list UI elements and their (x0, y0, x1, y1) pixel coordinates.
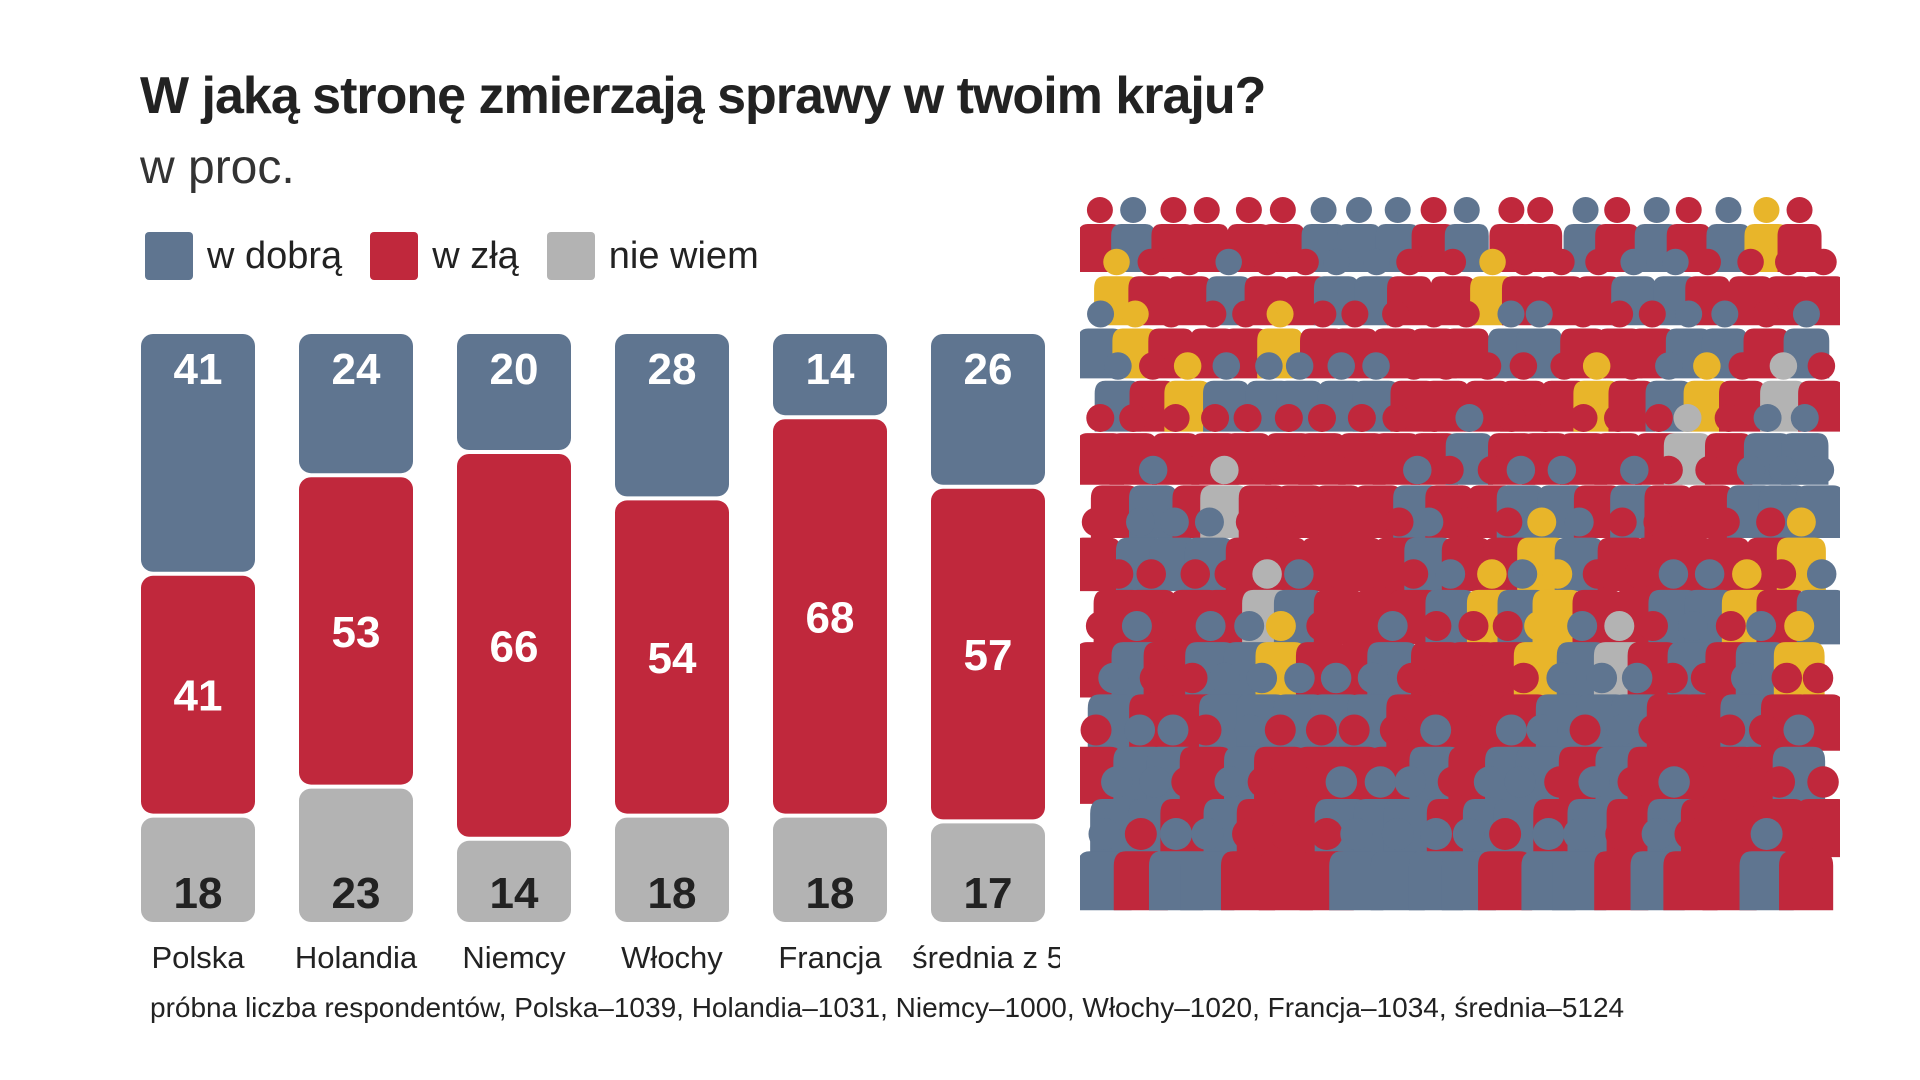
data-label-bad-5: 57 (964, 631, 1013, 680)
chart-subtitle: w proc. (140, 141, 295, 194)
data-label-unknown-0: 18 (174, 869, 223, 918)
bar-segment-bad-2 (457, 454, 571, 837)
category-label-5: średnia z 5 (912, 940, 1060, 975)
bar-segment-unknown-1 (299, 788, 413, 922)
data-label-bad-1: 53 (332, 608, 381, 657)
chart-title: W jaką stronę zmierzają sprawy w twoim k… (140, 67, 1266, 125)
data-label-unknown-5: 17 (964, 869, 1013, 918)
data-label-good-0: 41 (174, 345, 223, 394)
legend-swatch-bad (370, 232, 419, 280)
legend-swatch-unknown (546, 232, 595, 280)
data-label-unknown-2: 14 (490, 869, 539, 918)
data-label-good-3: 28 (648, 345, 697, 394)
bar-segment-bad-1 (299, 477, 413, 785)
legend-label-unknown: nie wiem (608, 234, 759, 277)
bar-segment-good-0 (141, 334, 255, 572)
data-label-bad-2: 66 (490, 622, 539, 671)
category-label-1: Holandia (295, 940, 418, 975)
bar-segment-good-2 (457, 334, 571, 450)
data-label-bad-0: 41 (174, 672, 223, 721)
bar-segment-bad-3 (615, 500, 729, 814)
legend-item-good: w dobrą (145, 232, 342, 280)
bar-segment-unknown-5 (931, 823, 1045, 922)
category-label-2: Niemcy (462, 940, 566, 975)
category-label-4: Francja (778, 940, 882, 975)
bar-segment-good-3 (615, 334, 729, 497)
bar-segment-unknown-4 (773, 817, 887, 922)
data-label-unknown-4: 18 (806, 869, 855, 918)
stacked-bar-chart: 41 41 18 Polska 24 53 23 Holandia 20 66 14 Niemcy 28… (141, 334, 1060, 975)
legend-label-good: w dobrą (207, 234, 343, 277)
bar-segment-unknown-3 (615, 817, 729, 922)
bar-segment-bad-4 (773, 419, 887, 814)
bar-segment-bad-0 (141, 575, 255, 814)
legend-swatch-good (145, 232, 193, 280)
data-label-good-5: 26 (964, 345, 1013, 394)
legend-item-bad: w złą (370, 232, 519, 280)
bar-segment-good-5 (931, 334, 1045, 485)
data-label-bad-3: 54 (648, 634, 697, 683)
sample-size-note: próbna liczba respondentów, Polska–1039,… (150, 992, 1625, 1023)
bar-segment-good-1 (299, 334, 413, 474)
legend-item-unknown: nie wiem (546, 232, 759, 280)
data-label-good-2: 20 (490, 345, 539, 394)
legend: w dobrą w złą nie wiem (145, 232, 787, 280)
data-label-good-4: 14 (806, 345, 855, 394)
data-label-good-1: 24 (332, 345, 381, 394)
crowd-of-people-illustration (1080, 197, 1840, 911)
bar-segment-unknown-0 (141, 817, 255, 922)
bar-segment-bad-5 (931, 488, 1045, 820)
category-label-0: Polska (151, 940, 245, 975)
legend-label-bad: w złą (432, 234, 519, 277)
data-label-bad-4: 68 (806, 593, 855, 642)
data-label-unknown-3: 18 (648, 869, 697, 918)
bar-segment-unknown-2 (457, 840, 571, 922)
bar-segment-good-4 (773, 334, 887, 416)
data-label-unknown-1: 23 (332, 869, 381, 918)
category-label-3: Włochy (621, 940, 723, 975)
